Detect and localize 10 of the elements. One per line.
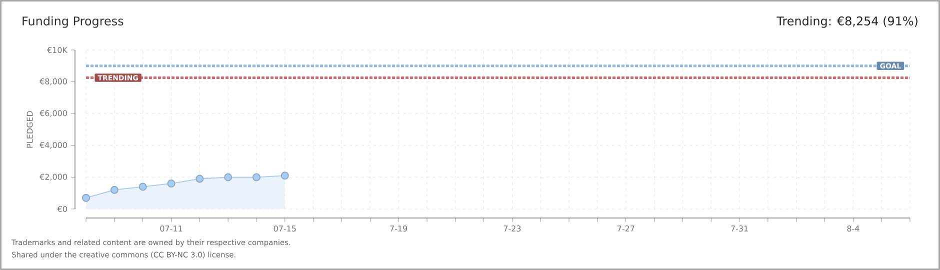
point	[138, 182, 147, 191]
chart-subtitle: Trending: €8,254 (91%)	[776, 16, 918, 28]
point	[224, 173, 232, 182]
point	[252, 173, 260, 182]
point	[110, 186, 118, 194]
point	[82, 194, 90, 202]
point	[280, 172, 289, 180]
point	[196, 174, 204, 183]
chart-title: Funding Progress	[22, 16, 124, 28]
point	[167, 180, 176, 188]
